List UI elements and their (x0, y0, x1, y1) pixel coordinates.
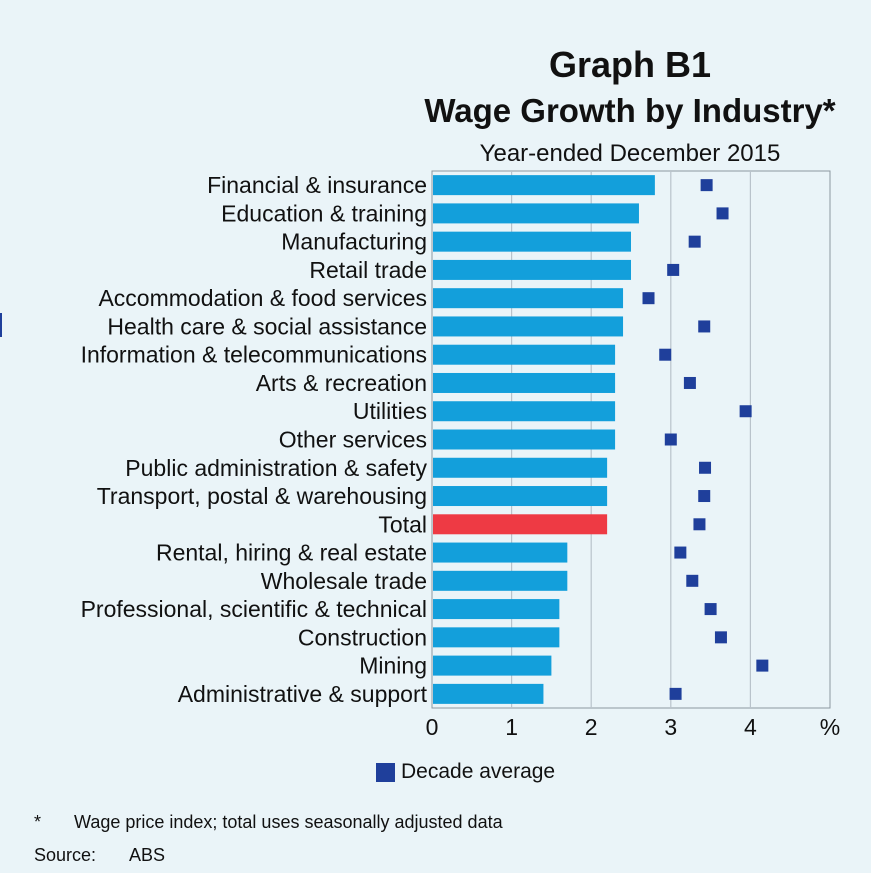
category-label: Mining (359, 653, 427, 679)
bar (433, 288, 624, 309)
bar (433, 231, 631, 252)
category-label: Information & telecommunications (81, 342, 427, 368)
category-label: Rental, hiring & real estate (156, 540, 427, 566)
plot-frame (431, 170, 831, 709)
x-tick-label: 0 (426, 714, 439, 740)
decade-average-marker (699, 461, 712, 474)
x-tick-label: 2 (585, 714, 598, 740)
bar (433, 401, 616, 422)
bar (433, 599, 560, 620)
bar (433, 429, 616, 450)
decade-average-marker (698, 320, 711, 333)
x-tick-label: 3 (664, 714, 677, 740)
category-label: Retail trade (309, 257, 427, 283)
category-label: Wholesale trade (261, 568, 427, 594)
decade-average-marker (688, 235, 701, 248)
bar (433, 683, 544, 704)
category-label: Transport, postal & warehousing (97, 483, 427, 509)
category-label: Total (378, 511, 427, 537)
category-label: Professional, scientific & technical (81, 596, 427, 622)
decade-average-marker (667, 263, 680, 276)
category-label: Health care & social assistance (107, 313, 427, 339)
footnote: * Wage price index; total uses seasonally… (34, 812, 503, 833)
decade-average-marker (714, 631, 727, 644)
footnote-text: Wage price index; total uses seasonally … (74, 812, 503, 832)
category-label: Public administration & safety (125, 455, 427, 481)
bar (433, 203, 639, 224)
category-label: Construction (298, 624, 427, 650)
category-label: Other services (279, 427, 427, 453)
decade-average-marker (674, 546, 687, 559)
source-line: Source: ABS (34, 845, 165, 866)
footnote-marker: * (34, 812, 42, 832)
bar (433, 372, 616, 393)
x-tick-label: 4 (744, 714, 757, 740)
bar (433, 542, 568, 563)
category-label: Administrative & support (178, 681, 428, 707)
chart-title: Wage Growth by Industry* (424, 92, 836, 129)
bar (433, 175, 655, 196)
decade-average-marker (698, 490, 711, 503)
decade-average-marker (693, 518, 706, 531)
graph-number: Graph B1 (548, 44, 712, 85)
category-label: Accommodation & food services (98, 285, 427, 311)
left-edge-marker (0, 313, 2, 337)
decade-average-marker (683, 376, 696, 389)
chart-subtitle: Year-ended December 2015 (479, 140, 781, 167)
square-marker-icon (376, 762, 395, 782)
decade-average-marker (704, 603, 717, 616)
bar (433, 486, 608, 507)
decade-average-marker (669, 687, 682, 700)
legend-label: Decade average (401, 760, 556, 783)
bar (433, 259, 631, 280)
decade-average-marker (700, 179, 713, 192)
category-label: Arts & recreation (256, 370, 427, 396)
category-label: Manufacturing (281, 229, 427, 255)
legend: Decade average (376, 760, 555, 784)
category-label: Utilities (353, 398, 427, 424)
category-label: Financial & insurance (207, 172, 427, 198)
bar (433, 457, 608, 478)
bar (433, 344, 616, 365)
x-unit-label: % (820, 714, 840, 740)
x-tick-label: 1 (505, 714, 518, 740)
bar (433, 316, 624, 337)
source-value: ABS (129, 845, 166, 865)
bar (433, 627, 560, 648)
decade-average-marker (664, 433, 677, 446)
decade-average-marker (659, 348, 672, 361)
bar (433, 655, 552, 676)
decade-average-marker (642, 292, 655, 305)
bar-total (433, 514, 608, 535)
decade-average-marker (716, 207, 729, 220)
decade-average-marker (686, 574, 699, 587)
decade-average-marker (756, 659, 769, 672)
category-label: Education & training (221, 200, 427, 226)
decade-average-marker (739, 405, 752, 418)
source-label: Source: (34, 845, 97, 865)
bar (433, 570, 568, 591)
